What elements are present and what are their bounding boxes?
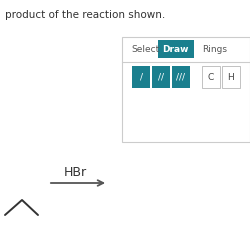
Text: Select: Select: [131, 44, 159, 54]
Text: /: /: [140, 72, 142, 82]
Bar: [152, 66, 170, 88]
Bar: [222, 66, 240, 88]
Text: C: C: [208, 72, 214, 82]
Bar: [158, 40, 194, 58]
Bar: [202, 66, 220, 88]
Text: Draw: Draw: [162, 44, 189, 54]
Text: HBr: HBr: [64, 166, 86, 178]
Text: ///: ///: [176, 72, 186, 82]
Bar: [122, 37, 250, 142]
Bar: [172, 66, 190, 88]
Text: H: H: [228, 72, 234, 82]
Text: //: //: [158, 72, 164, 82]
Bar: [132, 66, 150, 88]
Text: product of the reaction shown.: product of the reaction shown.: [5, 10, 165, 20]
Text: Rings: Rings: [202, 44, 227, 54]
